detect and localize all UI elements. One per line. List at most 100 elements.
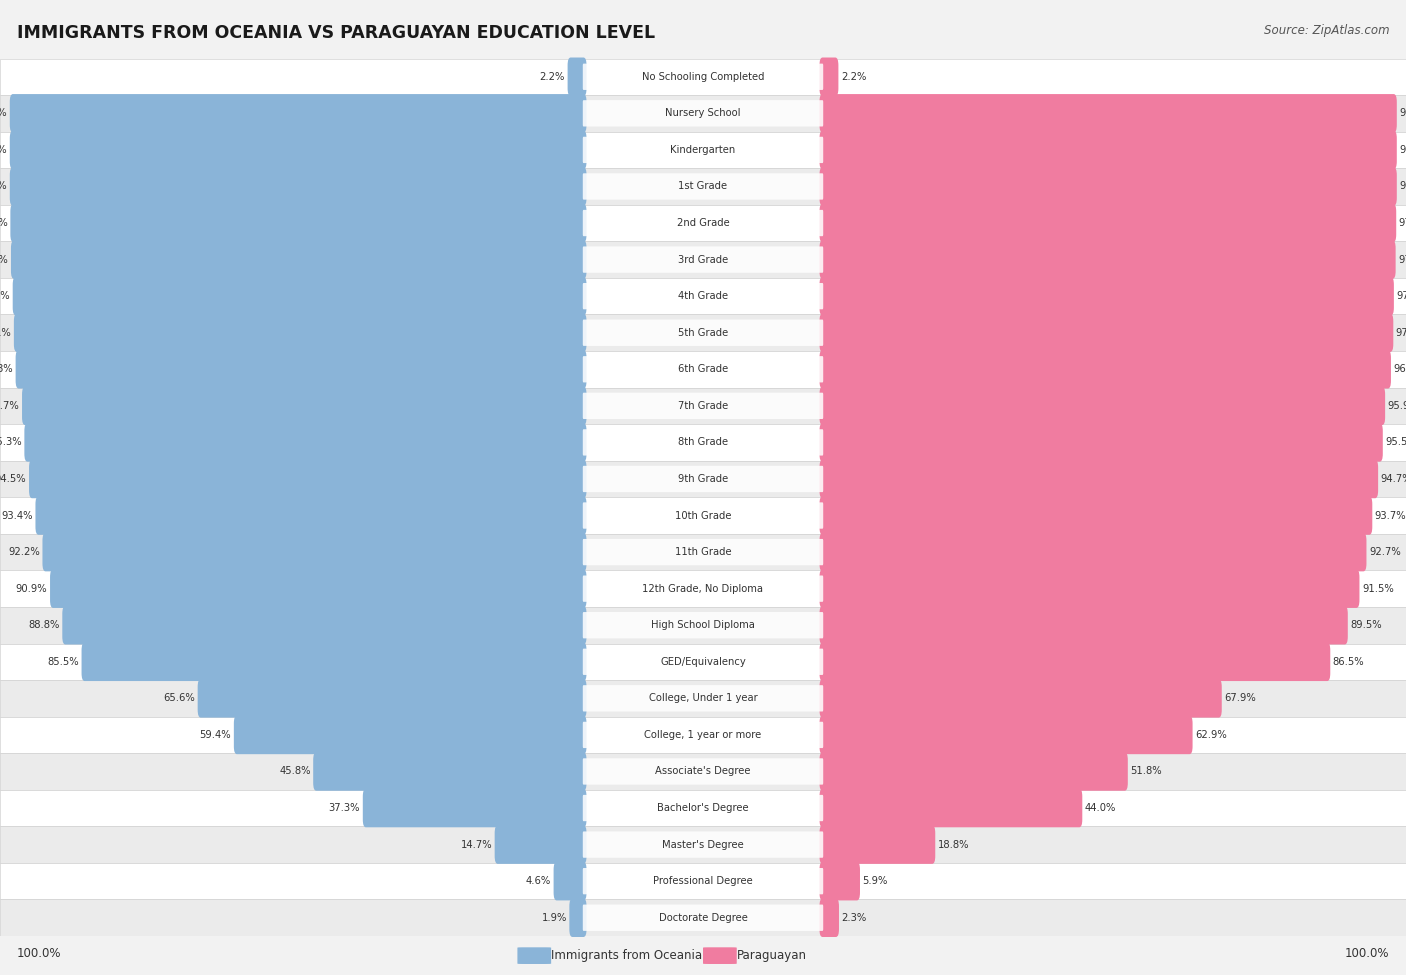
Bar [0,534,1406,570]
Text: 2.2%: 2.2% [841,72,866,82]
FancyBboxPatch shape [583,174,824,200]
Text: 88.8%: 88.8% [28,620,59,630]
Text: 100.0%: 100.0% [17,947,62,960]
FancyBboxPatch shape [820,313,1393,352]
FancyBboxPatch shape [820,240,1396,279]
Text: 97.9%: 97.9% [1399,108,1406,118]
FancyBboxPatch shape [583,868,824,894]
Bar [0,351,1406,387]
FancyBboxPatch shape [583,393,824,419]
Bar [0,278,1406,314]
FancyBboxPatch shape [14,313,586,352]
Text: 62.9%: 62.9% [1195,730,1227,740]
FancyBboxPatch shape [583,905,824,931]
Text: 5.9%: 5.9% [862,877,889,886]
FancyBboxPatch shape [820,716,1192,755]
Text: Master's Degree: Master's Degree [662,839,744,849]
Text: 7th Grade: 7th Grade [678,401,728,410]
FancyBboxPatch shape [820,423,1382,462]
Text: 97.9%: 97.9% [1399,145,1406,155]
FancyBboxPatch shape [583,685,824,712]
FancyBboxPatch shape [820,679,1222,718]
FancyBboxPatch shape [51,569,586,608]
Text: 37.3%: 37.3% [329,803,360,813]
Text: 2.2%: 2.2% [540,72,565,82]
Text: 51.8%: 51.8% [1130,766,1161,776]
Text: 97.1%: 97.1% [0,328,11,337]
Text: 97.6%: 97.6% [0,254,8,264]
FancyBboxPatch shape [583,832,824,858]
FancyBboxPatch shape [820,752,1128,791]
Text: 2.3%: 2.3% [842,913,868,922]
Text: 2nd Grade: 2nd Grade [676,218,730,228]
FancyBboxPatch shape [583,63,824,90]
Text: 5th Grade: 5th Grade [678,328,728,337]
Text: 59.4%: 59.4% [200,730,231,740]
Text: 93.7%: 93.7% [1375,511,1406,521]
FancyBboxPatch shape [24,423,586,462]
FancyBboxPatch shape [820,862,860,901]
Text: High School Diploma: High School Diploma [651,620,755,630]
FancyBboxPatch shape [583,100,824,127]
Text: 95.9%: 95.9% [1388,401,1406,410]
FancyBboxPatch shape [583,575,824,602]
Text: Bachelor's Degree: Bachelor's Degree [657,803,749,813]
FancyBboxPatch shape [82,643,586,682]
Text: 6th Grade: 6th Grade [678,365,728,374]
FancyBboxPatch shape [583,320,824,346]
Text: 89.5%: 89.5% [1350,620,1382,630]
FancyBboxPatch shape [820,204,1396,243]
Text: Immigrants from Oceania: Immigrants from Oceania [551,949,702,962]
Text: 44.0%: 44.0% [1085,803,1116,813]
FancyBboxPatch shape [820,643,1330,682]
Bar [0,681,1406,717]
Text: 4.6%: 4.6% [526,877,551,886]
FancyBboxPatch shape [583,466,824,492]
FancyBboxPatch shape [820,459,1378,498]
Bar [0,424,1406,461]
FancyBboxPatch shape [583,612,824,639]
Text: 92.7%: 92.7% [1369,547,1400,557]
Text: 1st Grade: 1st Grade [679,181,727,191]
Bar [0,863,1406,899]
FancyBboxPatch shape [35,496,586,535]
Bar [0,314,1406,351]
FancyBboxPatch shape [10,167,586,206]
Bar [0,168,1406,205]
FancyBboxPatch shape [820,277,1393,316]
Text: No Schooling Completed: No Schooling Completed [641,72,765,82]
Text: Paraguayan: Paraguayan [737,949,807,962]
FancyBboxPatch shape [583,356,824,382]
FancyBboxPatch shape [11,240,586,279]
FancyBboxPatch shape [10,204,586,243]
Bar [0,827,1406,863]
FancyBboxPatch shape [15,350,586,389]
FancyBboxPatch shape [583,759,824,785]
Bar [0,644,1406,681]
Bar [0,497,1406,534]
Text: College, Under 1 year: College, Under 1 year [648,693,758,703]
Text: 96.9%: 96.9% [1393,365,1406,374]
Bar [0,753,1406,790]
FancyBboxPatch shape [583,648,824,675]
Text: 93.4%: 93.4% [1,511,32,521]
Text: 67.9%: 67.9% [1225,693,1256,703]
Text: 18.8%: 18.8% [938,839,969,849]
FancyBboxPatch shape [363,789,586,828]
Text: 97.8%: 97.8% [0,108,7,118]
Text: 65.6%: 65.6% [163,693,195,703]
Text: 8th Grade: 8th Grade [678,438,728,448]
FancyBboxPatch shape [820,532,1367,571]
Text: 94.5%: 94.5% [0,474,27,484]
FancyBboxPatch shape [198,679,586,718]
Bar [0,242,1406,278]
FancyBboxPatch shape [583,247,824,273]
FancyBboxPatch shape [820,58,838,97]
FancyBboxPatch shape [13,277,586,316]
Text: 95.5%: 95.5% [1385,438,1406,448]
Text: 97.8%: 97.8% [0,145,7,155]
Text: Professional Degree: Professional Degree [654,877,752,886]
Bar [0,606,1406,644]
Text: 9th Grade: 9th Grade [678,474,728,484]
Text: 11th Grade: 11th Grade [675,547,731,557]
